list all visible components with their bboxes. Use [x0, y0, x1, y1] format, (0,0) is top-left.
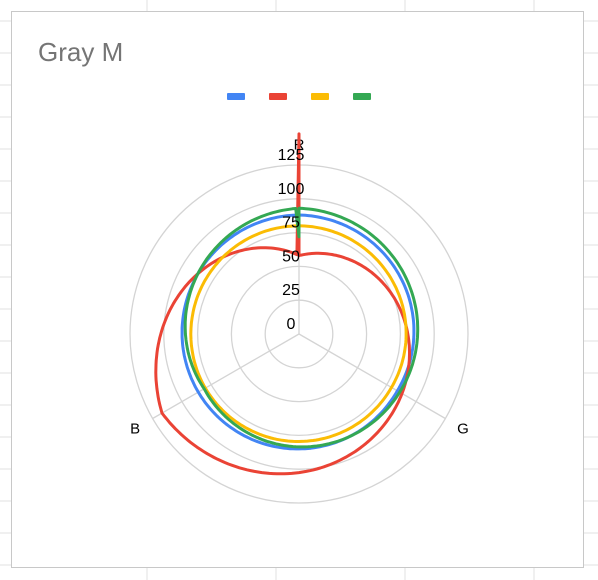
- legend-swatch-3[interactable]: [311, 93, 329, 100]
- radial-tick-label: 75: [282, 215, 300, 232]
- series-line-3[interactable]: [189, 224, 408, 443]
- radial-tick-label: 125: [278, 147, 305, 164]
- radar-spoke: [152, 333, 300, 420]
- axis-label-g: G: [457, 421, 469, 438]
- chart-card[interactable]: Gray M: [11, 11, 584, 568]
- radial-tick-label: 100: [278, 181, 305, 198]
- series-line-4[interactable]: [183, 206, 420, 449]
- axis-label-b: B: [130, 421, 140, 438]
- chart-title: Gray M: [38, 37, 124, 67]
- legend-swatch-2[interactable]: [269, 93, 287, 100]
- radial-tick-label: 50: [282, 248, 300, 265]
- radial-tick-label: 25: [282, 282, 300, 299]
- radial-tick-label: 0: [287, 316, 296, 333]
- legend-swatch-1[interactable]: [227, 93, 245, 100]
- legend-swatch-4[interactable]: [353, 93, 371, 100]
- radar-spoke: [298, 333, 446, 420]
